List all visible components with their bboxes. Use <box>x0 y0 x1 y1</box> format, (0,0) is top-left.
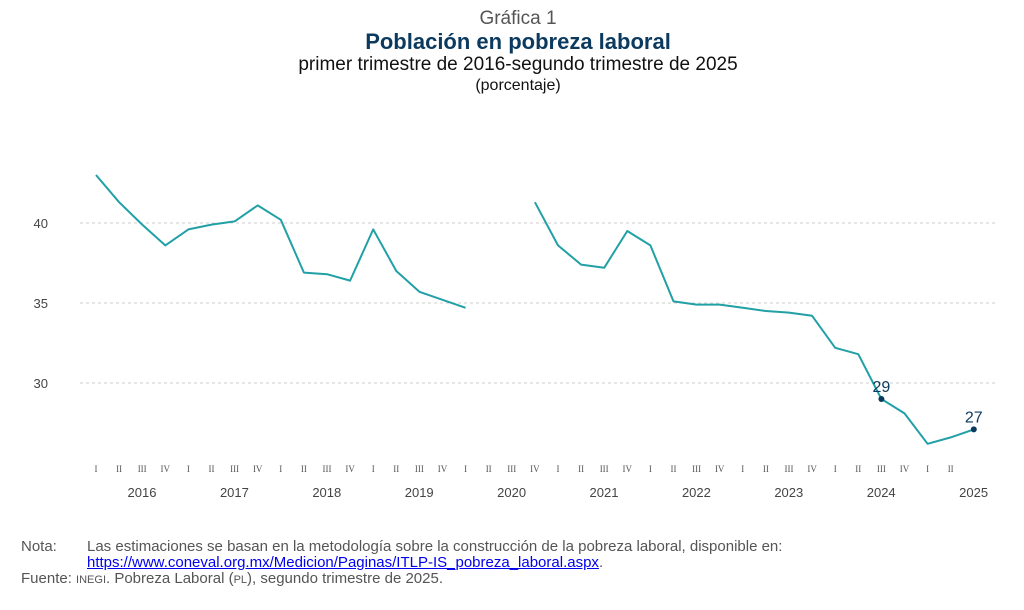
y-tick-label: 40 <box>34 216 48 231</box>
x-quarter-label: II <box>578 464 584 474</box>
x-quarter-label: II <box>948 464 954 474</box>
chart-subtitle: primer trimestre de 2016-segundo trimest… <box>298 54 738 75</box>
x-quarter-label: IV <box>161 464 171 474</box>
data-point <box>970 426 977 433</box>
source-row: Fuente: inegi. Pobreza Laboral (pl), seg… <box>21 571 782 587</box>
series-lines <box>95 174 975 445</box>
y-axis: 30 35 40 <box>34 216 48 391</box>
x-year-label: 2023 <box>774 485 803 500</box>
data-label: 27 <box>965 409 983 426</box>
series-line <box>95 174 466 309</box>
source-abbr: pl <box>233 570 248 587</box>
x-quarter-label: II <box>301 464 307 474</box>
source-org: inegi <box>76 570 106 587</box>
x-year-label: 2018 <box>312 485 341 500</box>
x-quarter-label: IV <box>715 464 725 474</box>
x-quarter-label: IV <box>900 464 910 474</box>
source-label: Fuente: <box>21 570 72 587</box>
y-tick-label: 30 <box>34 376 48 391</box>
x-quarter-label: I <box>557 464 560 474</box>
chart-title: Población en pobreza laboral <box>365 29 671 54</box>
x-quarter-label: III <box>692 464 701 474</box>
x-quarter-label: II <box>209 464 215 474</box>
x-quarter-label: I <box>279 464 282 474</box>
x-quarter-label: II <box>671 464 677 474</box>
grid-lines <box>80 222 995 384</box>
x-quarter-label: I <box>649 464 652 474</box>
x-quarter-label: I <box>834 464 837 474</box>
x-quarter-label: IV <box>807 464 817 474</box>
source-end: ), segundo trimestre de 2025. <box>247 570 443 587</box>
note-text: Las estimaciones se basan en la metodolo… <box>87 538 783 555</box>
x-quarter-label: III <box>415 464 424 474</box>
note-row: Nota: Las estimaciones se basan en la me… <box>21 539 782 571</box>
x-quarter-label: II <box>393 464 399 474</box>
x-quarter-label: II <box>116 464 122 474</box>
x-quarter-label: IV <box>623 464 633 474</box>
x-year-label: 2017 <box>220 485 249 500</box>
x-quarter-label: IV <box>530 464 540 474</box>
x-quarter-label: III <box>600 464 609 474</box>
x-quarter-label: I <box>741 464 744 474</box>
chart-footer: Nota: Las estimaciones se basan en la me… <box>21 539 782 587</box>
x-quarter-label: I <box>926 464 929 474</box>
x-year-label: 2019 <box>405 485 434 500</box>
x-year-label: 2016 <box>128 485 157 500</box>
source-text: . Pobreza Laboral ( <box>106 570 234 587</box>
x-quarter-label: I <box>187 464 190 474</box>
note-label: Nota: <box>21 538 57 555</box>
x-quarter-label: III <box>785 464 794 474</box>
annotation-markers: 29 27 <box>873 379 983 433</box>
x-quarter-label: IV <box>345 464 355 474</box>
x-quarter-label: II <box>486 464 492 474</box>
y-tick-label: 35 <box>34 296 48 311</box>
x-quarter-label: I <box>372 464 375 474</box>
x-quarter-label: III <box>230 464 239 474</box>
data-label: 29 <box>873 379 891 396</box>
x-quarter-label: III <box>507 464 516 474</box>
x-quarter-label: II <box>855 464 861 474</box>
x-quarter-label: IV <box>253 464 263 474</box>
x-quarter-label: I <box>464 464 467 474</box>
x-quarter-label: II <box>763 464 769 474</box>
x-year-label: 2020 <box>497 485 526 500</box>
chart-header: Gráfica 1 Población en pobreza laboral p… <box>0 8 1024 96</box>
data-point <box>878 396 885 402</box>
x-quarter-label: III <box>323 464 332 474</box>
x-quarter-label: I <box>95 464 98 474</box>
x-year-label: 2022 <box>682 485 711 500</box>
chart-unit: (porcentaje) <box>475 77 561 94</box>
x-quarter-label: III <box>138 464 147 474</box>
x-quarter-label: III <box>877 464 886 474</box>
x-year-label: 2025 <box>959 485 988 500</box>
note-link[interactable]: https://www.coneval.org.mx/Medicion/Pagi… <box>87 554 599 571</box>
series-line <box>534 201 975 445</box>
note-period: . <box>598 554 604 571</box>
x-year-label: 2024 <box>867 485 896 500</box>
chart-supertitle: Gráfica 1 <box>479 8 557 29</box>
x-year-label: 2021 <box>590 485 619 500</box>
x-quarter-label: IV <box>438 464 448 474</box>
